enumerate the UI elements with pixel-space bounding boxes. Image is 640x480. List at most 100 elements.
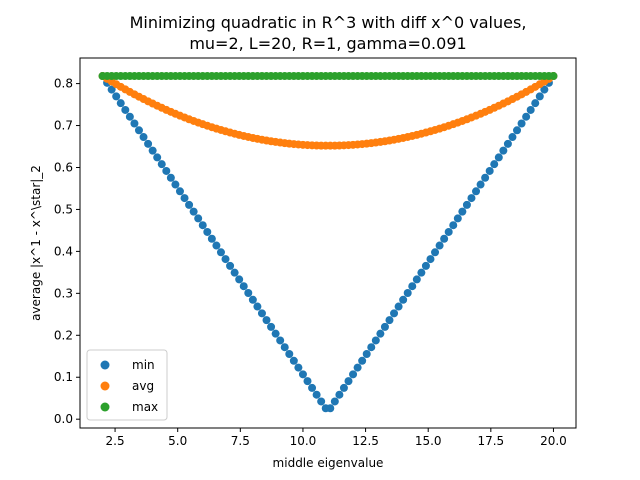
data-point [326,404,335,413]
data-point [508,133,517,142]
x-axis-label: middle eigenvalue [273,456,384,470]
data-point [362,350,371,359]
legend: min avg max [86,349,168,421]
data-point [353,363,362,372]
data-point [166,173,175,182]
data-point [253,302,262,311]
data-point [130,119,139,128]
data-point [426,255,435,264]
data-point [198,221,207,230]
data-point [449,221,458,230]
data-point [462,200,471,209]
x-tick-label: 15.0 [415,434,442,448]
y-tick-label: 0.0 [54,412,73,426]
data-point [458,207,467,216]
series-min [98,72,558,413]
y-tick-label: 0.3 [54,286,73,300]
data-point [239,282,248,291]
data-point [476,180,485,189]
data-point [339,383,348,392]
data-point [390,309,399,318]
data-point [276,336,285,345]
data-point [499,146,508,155]
data-point [467,194,476,203]
data-point [408,282,417,291]
data-point [317,397,326,406]
x-tick-label: 7.5 [231,434,250,448]
data-point [481,173,490,182]
data-point [367,343,376,352]
x-tick-label: 17.5 [477,434,504,448]
data-point [235,275,244,284]
data-point [221,255,230,264]
data-point [494,153,503,162]
x-tick-label: 10.0 [290,434,317,448]
data-point [257,309,266,318]
data-point [403,288,412,297]
plot-frame [79,57,577,429]
data-point [371,336,380,345]
x-tick-label: 12.5 [352,434,379,448]
data-point [298,370,307,379]
data-point [485,166,494,175]
x-tick-label: 2.5 [106,434,125,448]
data-point [162,166,171,175]
data-point [185,200,194,209]
data-point [112,92,121,101]
data-point [526,105,535,114]
data-point [285,350,294,359]
legend-label-avg: avg [132,379,154,393]
data-point [385,316,394,325]
legend-marker-avg [100,381,110,391]
data-point [280,343,289,352]
data-point [549,72,558,81]
data-point [358,356,367,365]
data-point [399,295,408,304]
data-point [540,85,549,94]
data-point [412,275,421,284]
data-point [230,268,239,277]
data-point [440,234,449,243]
y-tick-label: 0.5 [54,202,73,216]
data-point [153,153,162,162]
data-point [294,363,303,372]
data-point [203,227,212,236]
x-tick-label: 20.0 [540,434,567,448]
data-point [267,322,276,331]
x-tick-label: 5.0 [168,434,187,448]
series-max [98,72,558,81]
data-point [335,390,344,399]
data-point [189,207,198,216]
data-point [212,241,221,250]
data-point [157,160,166,169]
data-point [349,370,358,379]
data-point [262,316,271,325]
data-point [303,377,312,386]
y-axis-label: average |x^1 - x^\star|_2 [29,165,43,321]
data-point [207,234,216,243]
data-point [503,139,512,148]
data-point [121,105,130,114]
data-point [134,126,143,135]
data-point [289,356,298,365]
data-point [308,383,317,392]
data-point [490,160,499,169]
legend-label-max: max [132,400,158,414]
y-tick-label: 0.2 [54,328,73,342]
data-point [394,302,403,311]
y-tick-label: 0.6 [54,160,73,174]
data-point [517,119,526,128]
y-tick-label: 0.4 [54,244,73,258]
series-avg [98,72,558,150]
data-point [226,261,235,270]
data-point [312,390,321,399]
data-point [244,288,253,297]
y-tick-label: 0.8 [54,77,73,91]
legend-marker-min [100,360,110,370]
data-point [435,241,444,250]
y-tick-label: 0.1 [54,370,73,384]
data-point [139,133,148,142]
legend-marker-max [100,402,110,412]
data-point [380,322,389,331]
